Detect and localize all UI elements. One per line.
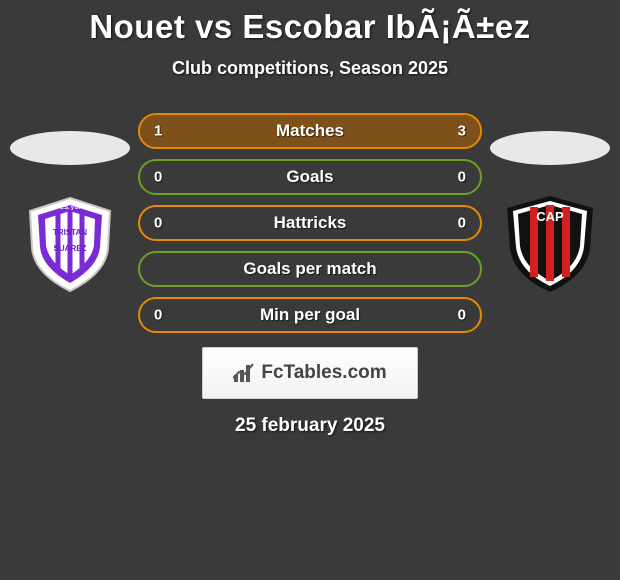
date: 25 february 2025 [0, 415, 620, 437]
stat-right: 0 [458, 215, 466, 232]
stat-row-goals-per-match: Goals per match [138, 251, 482, 287]
stat-right: 0 [458, 307, 466, 324]
stat-label: Goals per match [243, 259, 376, 279]
right-team-logo: CAP [500, 193, 600, 293]
right-oval [490, 131, 610, 165]
page-title: Nouet vs Escobar IbÃ¡Ã±ez [0, 8, 620, 46]
stat-left: 0 [154, 169, 162, 186]
stat-label: Matches [276, 121, 344, 141]
comparison-area: TRISTAN SUAREZ C.S. y D. CAP [0, 113, 620, 437]
stat-row-matches: 1 Matches 3 [138, 113, 482, 149]
subtitle: Club competitions, Season 2025 [0, 58, 620, 79]
fctables-label: FcTables.com [261, 362, 386, 384]
stat-label: Min per goal [260, 305, 360, 325]
stat-row-goals: 0 Goals 0 [138, 159, 482, 195]
left-oval [10, 131, 130, 165]
svg-text:CAP: CAP [536, 209, 564, 224]
stats-rows: 1 Matches 3 0 Goals 0 0 Hattricks 0 Goals per mat… [138, 113, 482, 333]
stat-row-min-per-goal: 0 Min per goal 0 [138, 297, 482, 333]
fctables-logo[interactable]: FcTables.com [202, 347, 418, 399]
svg-text:SUAREZ: SUAREZ [54, 244, 87, 253]
svg-text:TRISTAN: TRISTAN [53, 228, 87, 237]
bar-chart-icon [233, 363, 255, 383]
stat-left: 1 [154, 123, 162, 140]
stat-label: Goals [286, 167, 333, 187]
stat-right: 0 [458, 169, 466, 186]
left-team-logo: TRISTAN SUAREZ C.S. y D. [20, 193, 120, 293]
stat-left: 0 [154, 307, 162, 324]
stat-left: 0 [154, 215, 162, 232]
left-team-badge: TRISTAN SUAREZ C.S. y D. [20, 143, 120, 293]
svg-text:C.S. y D.: C.S. y D. [60, 205, 81, 211]
right-team-badge: CAP [500, 143, 600, 293]
stat-right: 3 [458, 123, 466, 140]
stat-row-hattricks: 0 Hattricks 0 [138, 205, 482, 241]
stat-label: Hattricks [274, 213, 347, 233]
